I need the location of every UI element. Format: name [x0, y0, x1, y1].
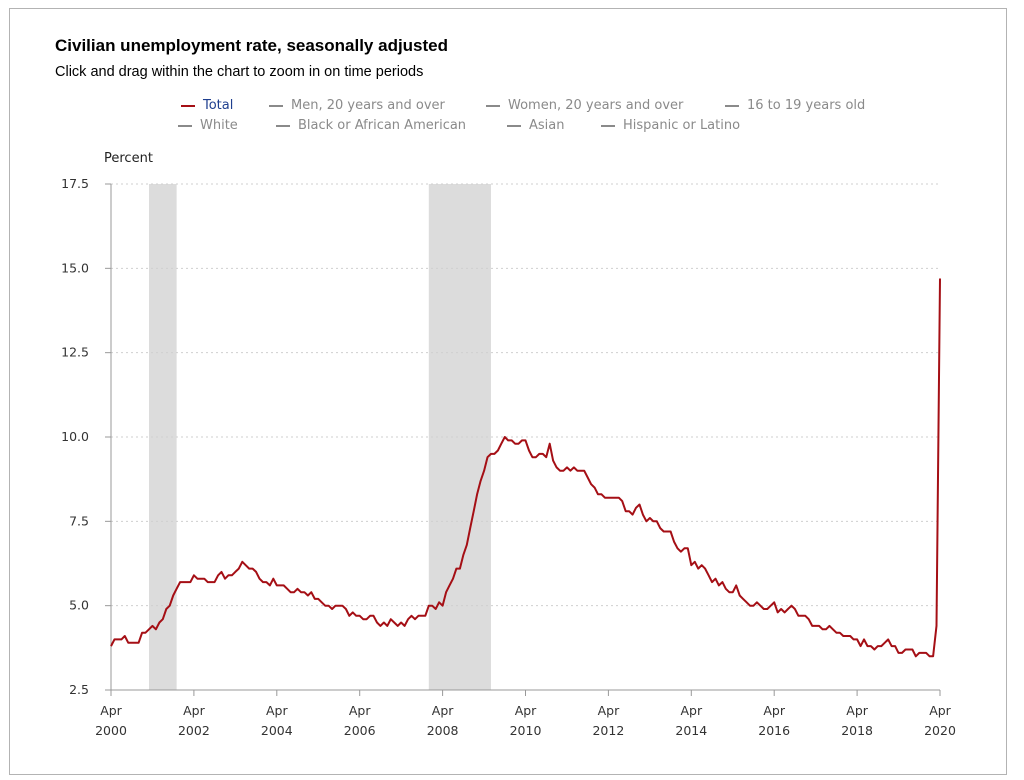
legend-label-hispanic: Hispanic or Latino — [623, 118, 741, 133]
y-tick-label: 17.5 — [61, 176, 89, 191]
y-tick-label: 12.5 — [61, 345, 89, 360]
x-tick-label-month: Apr — [680, 703, 702, 718]
legend-swatch-white — [178, 124, 192, 127]
legend-swatch-women — [486, 104, 500, 107]
x-axis: Apr 2000 Apr 2002 Apr 2004 Apr 2006 Apr 2008 Apr 20… — [95, 690, 956, 738]
x-tick-label-year: 2020 — [924, 723, 956, 738]
x-tick-label-month: Apr — [846, 703, 868, 718]
x-tick-label-year: 2010 — [510, 723, 542, 738]
series-group — [110, 278, 941, 658]
legend-swatch-hispanic — [601, 124, 615, 127]
x-tick-label-year: 2014 — [675, 723, 707, 738]
x-tick-label-year: 2012 — [592, 723, 624, 738]
legend-item-men-20-and-over[interactable]: Men, 20 years and over — [269, 98, 445, 113]
legend-item-women-20-and-over[interactable]: Women, 20 years and over — [486, 98, 683, 113]
x-tick-label-month: Apr — [100, 703, 122, 718]
x-tick-label-year: 2006 — [344, 723, 376, 738]
x-tick-label-month: Apr — [349, 703, 371, 718]
legend-label-men: Men, 20 years and over — [291, 98, 445, 113]
x-tick-label-year: 2008 — [427, 723, 459, 738]
recession-bands — [148, 184, 491, 690]
legend-label-16-19: 16 to 19 years old — [747, 98, 866, 113]
x-tick-label-year: 2002 — [178, 723, 210, 738]
y-axis: 2.5 5.0 7.5 10.0 12.5 15.0 17.5 — [61, 176, 111, 697]
x-tick-label-month: Apr — [183, 703, 205, 718]
x-tick-label-month: Apr — [763, 703, 785, 718]
legend-swatch-total — [181, 104, 195, 107]
legend-item-hispanic[interactable]: Hispanic or Latino — [601, 118, 740, 133]
y-tick-label: 7.5 — [69, 513, 89, 528]
legend-item-total[interactable]: Total — [181, 98, 233, 113]
chart-subtitle: Click and drag within the chart to zoom … — [55, 64, 424, 80]
x-tick-label-month: Apr — [598, 703, 620, 718]
legend-swatch-16-19 — [725, 104, 739, 107]
y-axis-unit-label: Percent — [104, 151, 153, 166]
legend-label-asian: Asian — [529, 118, 565, 133]
gridlines — [111, 183, 940, 607]
x-tick-label-year: 2018 — [841, 723, 873, 738]
legend-swatch-men — [269, 104, 283, 107]
legend-item-16-to-19[interactable]: 16 to 19 years old — [725, 98, 865, 113]
series-line-total — [110, 278, 941, 658]
legend-label-total: Total — [203, 98, 234, 113]
x-tick-label-year: 2000 — [95, 723, 127, 738]
x-tick-label-year: 2016 — [758, 723, 790, 738]
recession-band-2 — [428, 184, 491, 690]
x-tick-label-month: Apr — [929, 703, 951, 718]
x-tick-label-month: Apr — [266, 703, 288, 718]
legend-swatch-black — [276, 124, 290, 127]
legend-swatch-asian — [507, 124, 521, 127]
x-tick-label-month: Apr — [515, 703, 537, 718]
legend-label-black: Black or African American — [298, 118, 467, 133]
y-tick-label: 2.5 — [69, 682, 89, 697]
y-tick-label: 5.0 — [69, 598, 89, 613]
y-tick-label: 15.0 — [61, 260, 89, 275]
legend-label-women: Women, 20 years and over — [508, 98, 684, 113]
legend-label-white: White — [200, 118, 238, 133]
legend-item-black[interactable]: Black or African American — [276, 118, 466, 133]
chart-title: Civilian unemployment rate, seasonally a… — [55, 36, 449, 55]
y-tick-label: 10.0 — [61, 429, 89, 444]
x-tick-label-month: Apr — [432, 703, 454, 718]
legend-item-asian[interactable]: Asian — [507, 118, 564, 133]
legend-item-white[interactable]: White — [178, 118, 238, 133]
x-tick-label-year: 2004 — [261, 723, 293, 738]
